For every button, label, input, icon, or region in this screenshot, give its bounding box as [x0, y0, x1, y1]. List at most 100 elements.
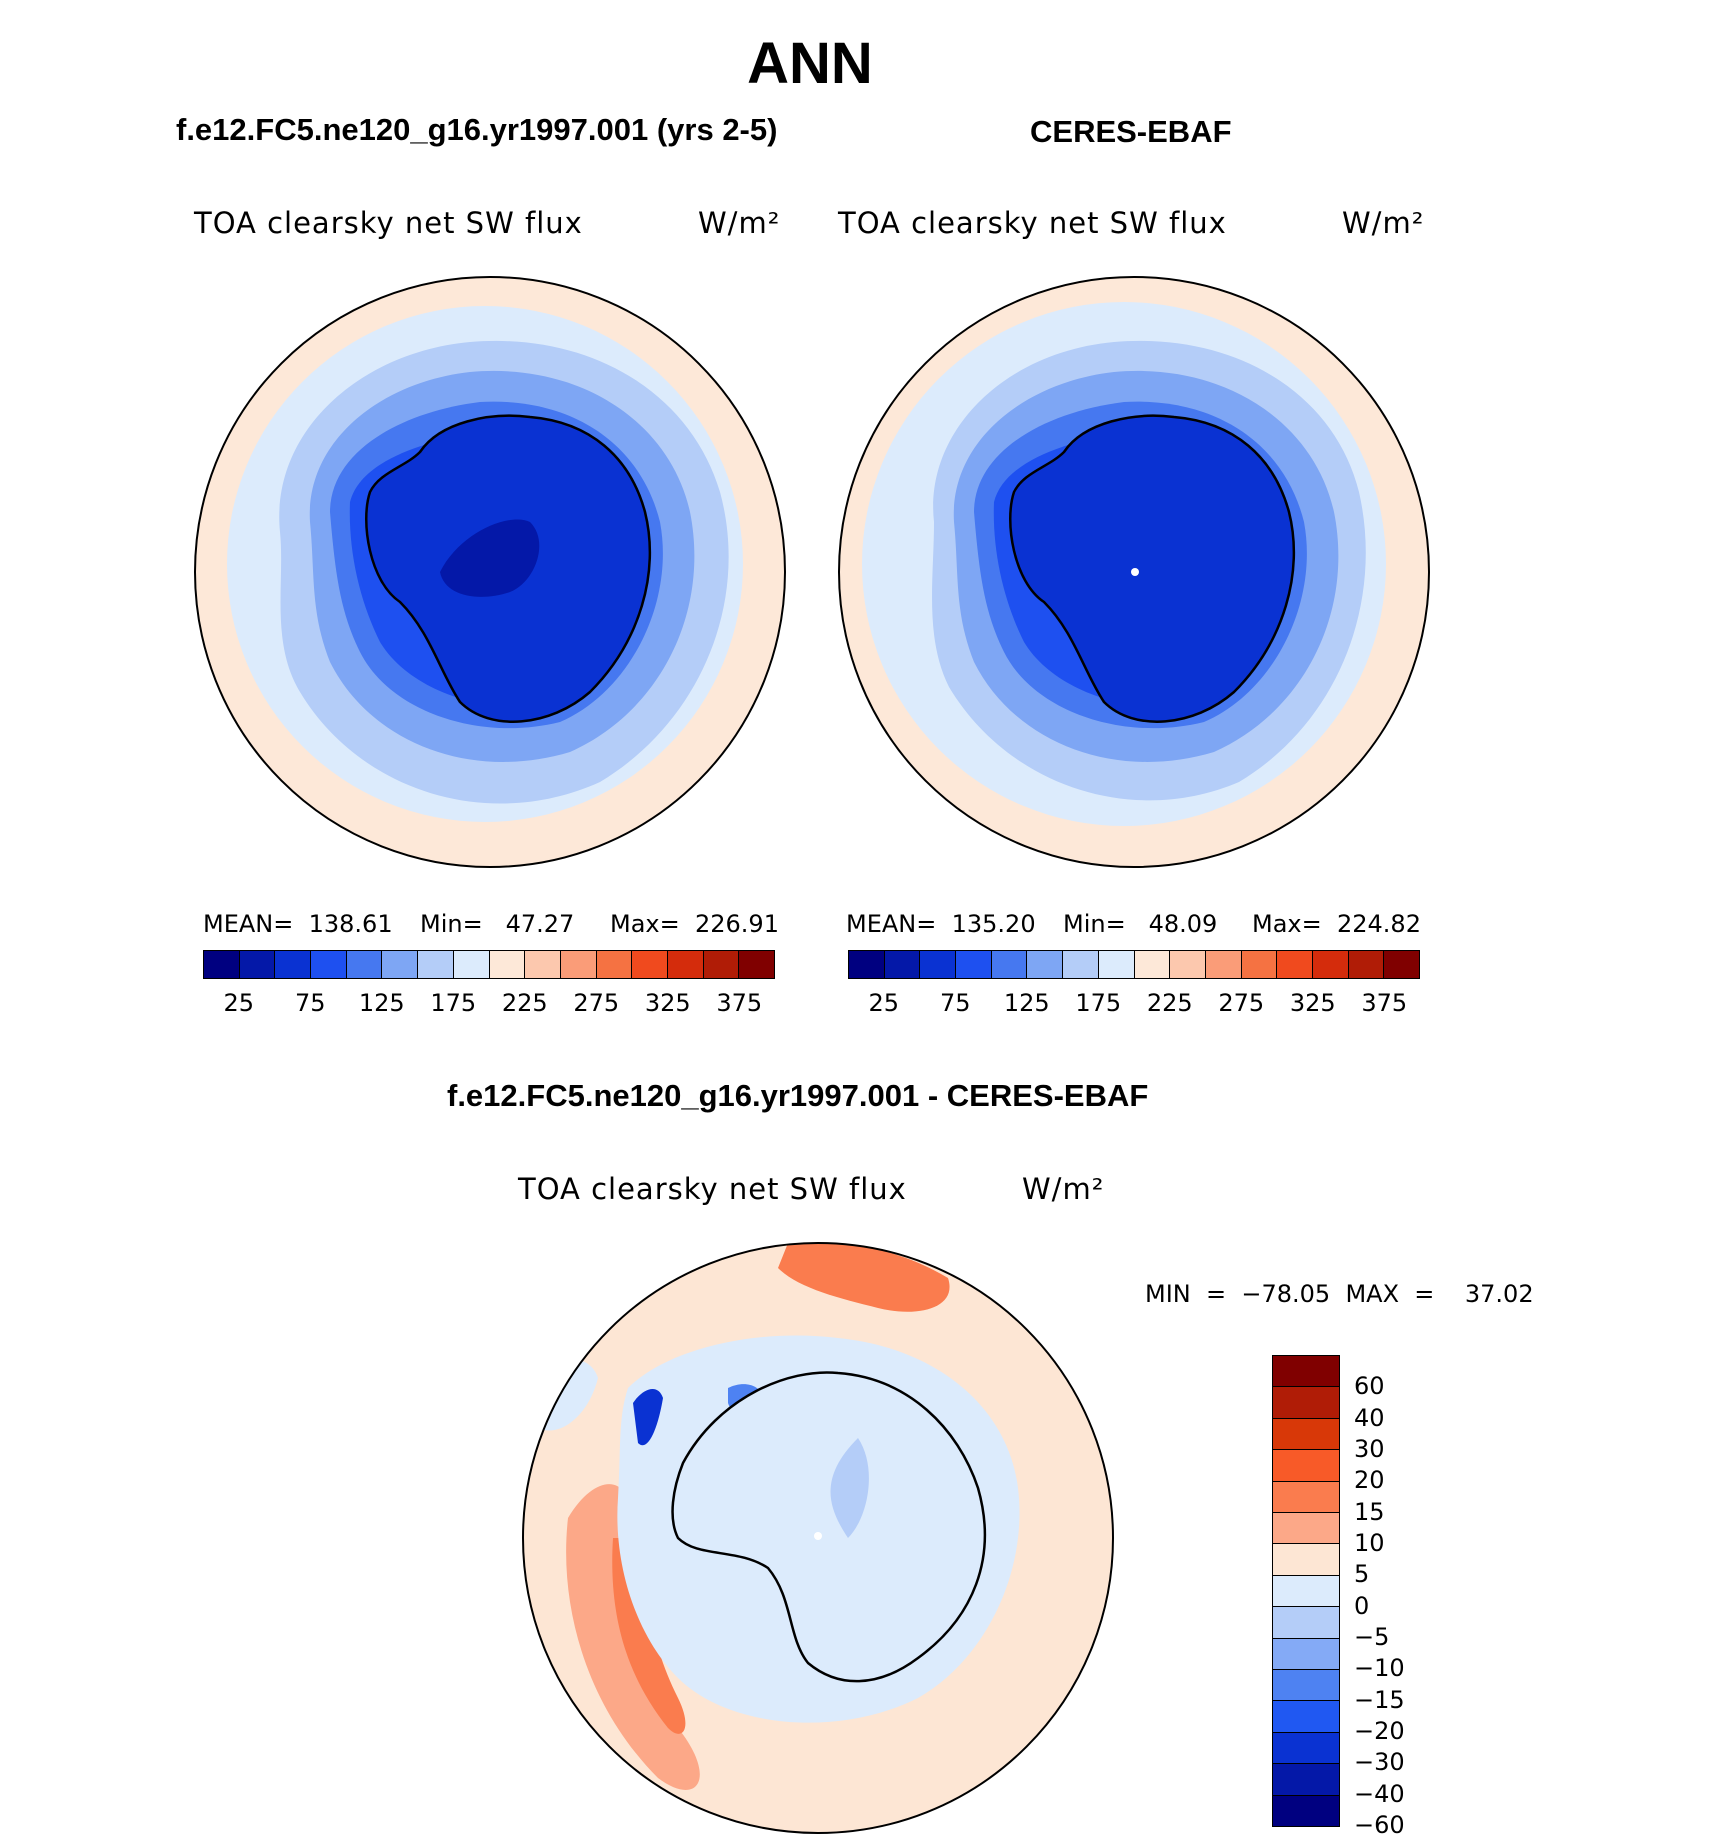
- colorbar-swatch: [1027, 951, 1064, 978]
- colorbar-swatch: [739, 951, 774, 978]
- colorbar-swatch: [1273, 1481, 1339, 1514]
- colorbar-tick: −30: [1354, 1748, 1405, 1777]
- colorbar-tick: −60: [1354, 1811, 1405, 1839]
- panel2-mean: MEAN= 135.20: [846, 910, 1036, 938]
- colorbar-tick: 25: [223, 989, 255, 1017]
- colorbar-tick: −15: [1354, 1685, 1405, 1714]
- colorbar-swatch: [453, 951, 490, 978]
- colorbar-tick: 275: [573, 989, 620, 1017]
- colorbar-swatch: [1273, 1607, 1339, 1639]
- colorbar-swatch: [275, 951, 312, 978]
- panel1-polar-map: [194, 276, 786, 868]
- colorbar-swatches: [1272, 1355, 1340, 1827]
- panel1-title: f.e12.FC5.ne120_g16.yr1997.001 (yrs 2-5): [176, 112, 778, 147]
- colorbar-tick: −20: [1354, 1717, 1405, 1745]
- colorbar-swatch: [311, 951, 347, 978]
- panel1-max: Max= 226.91: [610, 910, 779, 938]
- colorbar-swatch: [849, 951, 885, 978]
- colorbar-swatch: [1273, 1418, 1339, 1451]
- panel3-minmax: MIN = −78.05 MAX = 37.02: [1145, 1280, 1534, 1308]
- panel2-min: Min= 48.09: [1063, 910, 1218, 938]
- colorbar-tick: 175: [430, 989, 477, 1017]
- colorbar-tick: 10: [1354, 1529, 1385, 1557]
- colorbar-tick: −5: [1354, 1623, 1390, 1651]
- colorbar-swatch: [1241, 951, 1278, 978]
- panel2-polar-map: [838, 276, 1430, 868]
- colorbar-tick: 125: [1003, 989, 1050, 1017]
- colorbar-tick: 30: [1354, 1435, 1385, 1463]
- colorbar-swatch: [1273, 1544, 1339, 1576]
- colorbar-swatch: [1273, 1575, 1339, 1608]
- colorbar-swatch: [1273, 1387, 1339, 1419]
- colorbar-swatch: [703, 951, 740, 978]
- colorbar-tick: 75: [939, 989, 971, 1017]
- colorbar-swatch: [1063, 951, 1099, 978]
- colorbar-swatch: [1098, 951, 1135, 978]
- colorbar-swatch: [1273, 1450, 1339, 1482]
- colorbar-tick: 325: [644, 989, 691, 1017]
- panel2-max: Max= 224.82: [1252, 910, 1421, 938]
- colorbar-swatch: [1205, 951, 1242, 978]
- colorbar-swatch: [920, 951, 957, 978]
- colorbar-tick: 5: [1354, 1560, 1370, 1589]
- panel2-units: W/m²: [1342, 206, 1425, 240]
- colorbar-swatch: [1134, 951, 1171, 978]
- colorbar-swatch: [560, 951, 597, 978]
- panel2-colorbar: 25 75 125 175 225 275 325 375: [848, 950, 1420, 1019]
- panel3-difference-map: [522, 1242, 1114, 1834]
- colorbar-swatch: [991, 951, 1028, 978]
- colorbar-swatch: [239, 951, 276, 978]
- panel1-variable-label: TOA clearsky net SW flux: [194, 206, 583, 240]
- colorbar-swatch: [1273, 1638, 1339, 1671]
- colorbar-swatch: [1384, 951, 1419, 978]
- colorbar-swatch: [382, 951, 419, 978]
- colorbar-swatch: [489, 951, 526, 978]
- colorbar-tick: 325: [1289, 989, 1336, 1017]
- colorbar-swatch: [1312, 951, 1349, 978]
- panel3-colorbar: 60 40 30 20 15 10 5 0 −5 −10 −15 −20 −30 −40 −60: [1272, 1355, 1405, 1839]
- colorbar-tick: 175: [1075, 989, 1122, 1017]
- colorbar-tick: 25: [868, 989, 900, 1017]
- colorbar-tick: 75: [294, 989, 326, 1017]
- panel1-mean: MEAN= 138.61: [203, 910, 393, 938]
- colorbar-tick: 60: [1354, 1372, 1385, 1401]
- colorbar-swatch: [1273, 1701, 1339, 1733]
- colorbar-swatch: [346, 951, 383, 978]
- colorbar-tick: 0: [1354, 1591, 1370, 1620]
- panel1-min: Min= 47.27: [420, 910, 575, 938]
- colorbar-tick: −40: [1354, 1779, 1405, 1808]
- colorbar-swatch: [1273, 1764, 1339, 1796]
- panel1-units: W/m²: [698, 206, 781, 240]
- colorbar-swatch: [884, 951, 921, 978]
- colorbar-swatches: [848, 950, 1420, 979]
- colorbar-tick: 225: [501, 989, 548, 1017]
- panel3-title: f.e12.FC5.ne120_g16.yr1997.001 - CERES-E…: [447, 1078, 1149, 1113]
- colorbar-swatch: [1273, 1670, 1339, 1702]
- colorbar-swatch: [1348, 951, 1385, 978]
- colorbar-tick: 375: [716, 989, 763, 1017]
- colorbar-tick: −10: [1354, 1654, 1405, 1683]
- colorbar-tick: 20: [1354, 1466, 1385, 1495]
- colorbar-swatch: [1273, 1732, 1339, 1765]
- colorbar-swatch: [525, 951, 561, 978]
- colorbar-swatch: [1273, 1513, 1339, 1545]
- figure-title: ANN: [747, 31, 873, 96]
- panel2-variable-label: TOA clearsky net SW flux: [838, 206, 1227, 240]
- colorbar-swatches: [203, 950, 775, 979]
- colorbar-swatch: [1170, 951, 1206, 978]
- panel1-colorbar: 25 75 125 175 225 275 325 375: [203, 950, 775, 1019]
- colorbar-swatch: [596, 951, 633, 978]
- panel2-title: CERES-EBAF: [1030, 114, 1232, 149]
- panel3-variable-label: TOA clearsky net SW flux: [518, 1172, 907, 1206]
- colorbar-swatch: [1277, 951, 1313, 978]
- colorbar-swatch: [1273, 1795, 1339, 1827]
- colorbar-swatch: [667, 951, 704, 978]
- colorbar-swatch: [1273, 1356, 1339, 1388]
- colorbar-swatch: [956, 951, 992, 978]
- colorbar-swatch: [204, 951, 240, 978]
- colorbar-tick: 40: [1354, 1403, 1385, 1432]
- colorbar-tick: 125: [358, 989, 405, 1017]
- colorbar-tick: 225: [1146, 989, 1193, 1017]
- colorbar-tick: 275: [1218, 989, 1265, 1017]
- panel3-units: W/m²: [1022, 1172, 1105, 1206]
